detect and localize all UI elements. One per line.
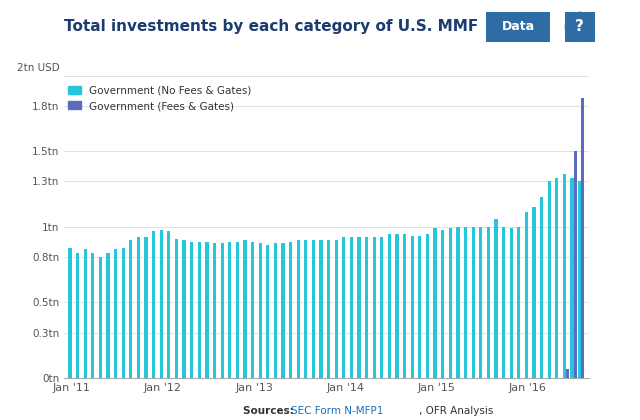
Bar <box>221 244 224 378</box>
Bar <box>517 227 520 378</box>
Bar <box>259 244 262 378</box>
Bar <box>175 239 178 378</box>
Bar <box>319 240 323 378</box>
Bar <box>365 237 368 378</box>
Bar <box>456 227 460 378</box>
Bar <box>114 249 117 378</box>
Bar <box>76 252 79 378</box>
Bar <box>441 230 444 378</box>
Bar <box>282 244 285 378</box>
Circle shape <box>565 12 595 42</box>
Bar <box>433 228 436 378</box>
Text: Data: Data <box>502 21 535 33</box>
Bar <box>555 178 558 378</box>
Bar <box>479 227 483 378</box>
Bar <box>236 242 239 378</box>
Bar <box>494 219 497 378</box>
Bar <box>304 240 307 378</box>
Bar <box>327 240 330 378</box>
Text: SEC Form N-MFP1: SEC Form N-MFP1 <box>291 406 383 416</box>
Bar <box>566 369 569 378</box>
Bar <box>502 227 505 378</box>
Bar <box>525 212 528 378</box>
Text: Total investments by each category of U.S. MMF: Total investments by each category of U.… <box>64 19 478 34</box>
Bar <box>198 242 201 378</box>
Bar <box>578 181 581 378</box>
Bar <box>205 242 209 378</box>
Text: , OFR Analysis: , OFR Analysis <box>419 406 493 416</box>
Legend: Government (No Fees & Gates), Government (Fees & Gates): Government (No Fees & Gates), Government… <box>64 81 255 115</box>
Bar <box>289 242 292 378</box>
Bar <box>266 245 269 378</box>
Bar <box>509 228 513 378</box>
Bar <box>372 237 376 378</box>
Bar <box>563 174 566 378</box>
Bar <box>68 248 72 378</box>
Bar <box>570 178 573 378</box>
Bar <box>403 234 406 378</box>
Bar <box>92 252 95 378</box>
Bar <box>84 249 87 378</box>
Bar <box>274 244 277 378</box>
Text: Sources:: Sources: <box>243 406 298 416</box>
Bar <box>449 228 452 378</box>
Bar <box>419 236 422 378</box>
Bar <box>251 242 254 378</box>
Bar <box>532 207 536 378</box>
Bar <box>152 231 156 378</box>
Bar <box>335 240 338 378</box>
Bar <box>182 240 186 378</box>
Bar <box>228 242 231 378</box>
Bar <box>540 197 543 378</box>
Bar <box>167 231 170 378</box>
Bar <box>388 234 391 378</box>
Bar <box>350 237 353 378</box>
Bar <box>99 257 102 378</box>
Bar <box>581 98 584 378</box>
Bar <box>190 242 193 378</box>
Bar <box>426 234 429 378</box>
Bar <box>122 248 125 378</box>
Bar <box>472 227 475 378</box>
Bar <box>573 151 577 378</box>
Bar <box>396 234 399 378</box>
Bar <box>342 237 346 378</box>
Bar <box>129 240 132 378</box>
Bar <box>548 181 551 378</box>
Bar <box>243 240 246 378</box>
Bar <box>296 240 300 378</box>
Bar <box>213 244 216 378</box>
Bar <box>312 240 315 378</box>
Bar <box>160 230 163 378</box>
Text: ?: ? <box>575 19 584 34</box>
Bar <box>487 227 490 378</box>
Text: 2tn USD: 2tn USD <box>17 63 60 73</box>
Bar <box>411 236 414 378</box>
Bar <box>106 252 109 378</box>
Bar <box>137 237 140 378</box>
Bar <box>357 237 360 378</box>
Bar <box>145 237 148 378</box>
Bar <box>380 237 383 378</box>
Bar <box>464 227 467 378</box>
